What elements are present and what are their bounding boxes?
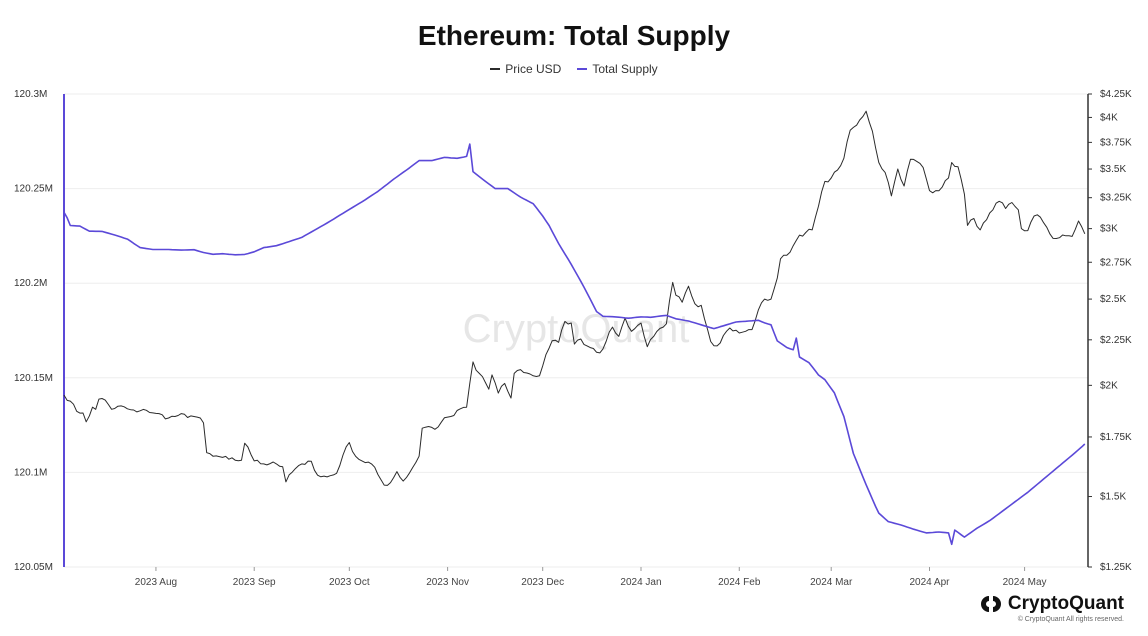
y-right-tick-label: $3.5K	[1100, 164, 1126, 175]
series-line-price	[63, 110, 1086, 486]
legend-swatch-price	[490, 68, 501, 70]
chart-title: Ethereum: Total Supply	[417, 20, 731, 51]
y-right-tick-label: $2K	[1100, 380, 1118, 391]
x-tick-label: 2024 Apr	[909, 577, 950, 588]
x-tick-label: 2024 Mar	[810, 577, 853, 588]
y-left-tick-label: 120.2M	[14, 278, 47, 289]
legend-label-price: Price USD	[505, 62, 562, 76]
y-left-tick-label: 120.25M	[14, 184, 53, 195]
y-left-tick-label: 120.3M	[14, 89, 47, 100]
y-left-tick-label: 120.1M	[14, 467, 47, 478]
y-right-tick-label: $1.75K	[1100, 432, 1132, 443]
y-right-tick-label: $1.5K	[1100, 492, 1126, 503]
y-left-tick-label: 120.05M	[14, 562, 53, 573]
y-left-tick-label: 120.15M	[14, 373, 53, 384]
y-right-tick-label: $3K	[1100, 224, 1118, 235]
legend-label-supply: Total Supply	[592, 62, 658, 76]
x-tick-label: 2024 Feb	[718, 577, 761, 588]
y-right-tick-label: $2.5K	[1100, 294, 1126, 305]
chart-legend: Price USD Total Supply	[0, 62, 1148, 76]
y-right-tick-label: $1.25K	[1100, 562, 1132, 573]
y-right-tick-label: $4K	[1100, 112, 1118, 123]
x-tick-label: 2024 Jan	[620, 577, 661, 588]
x-tick-label: 2023 Dec	[521, 577, 564, 588]
series-line-total-supply	[63, 143, 1086, 546]
watermark: CryptoQuant	[463, 307, 690, 351]
legend-item-price[interactable]: Price USD	[490, 62, 561, 76]
brand-name: CryptoQuant	[1007, 593, 1124, 614]
y-right-tick-label: $2.25K	[1100, 335, 1132, 346]
x-tick-label: 2023 Aug	[135, 577, 177, 588]
y-right-tick-label: $3.75K	[1100, 137, 1132, 148]
cryptoquant-logo-icon	[980, 596, 1001, 612]
legend-swatch-supply	[577, 68, 588, 70]
legend-item-supply[interactable]: Total Supply	[577, 62, 658, 76]
y-right-tick-label: $2.75K	[1100, 257, 1132, 268]
y-right-tick-label: $3.25K	[1100, 193, 1132, 204]
x-tick-label: 2024 May	[1003, 577, 1047, 588]
brand-logo: CryptoQuant	[980, 593, 1124, 615]
x-tick-label: 2023 Sep	[233, 577, 276, 588]
y-right-tick-label: $4.25K	[1100, 89, 1132, 100]
x-tick-label: 2023 Oct	[329, 577, 370, 588]
copyright-text: © CryptoQuant All rights reserved.	[1017, 616, 1124, 623]
x-tick-label: 2023 Nov	[426, 577, 469, 588]
